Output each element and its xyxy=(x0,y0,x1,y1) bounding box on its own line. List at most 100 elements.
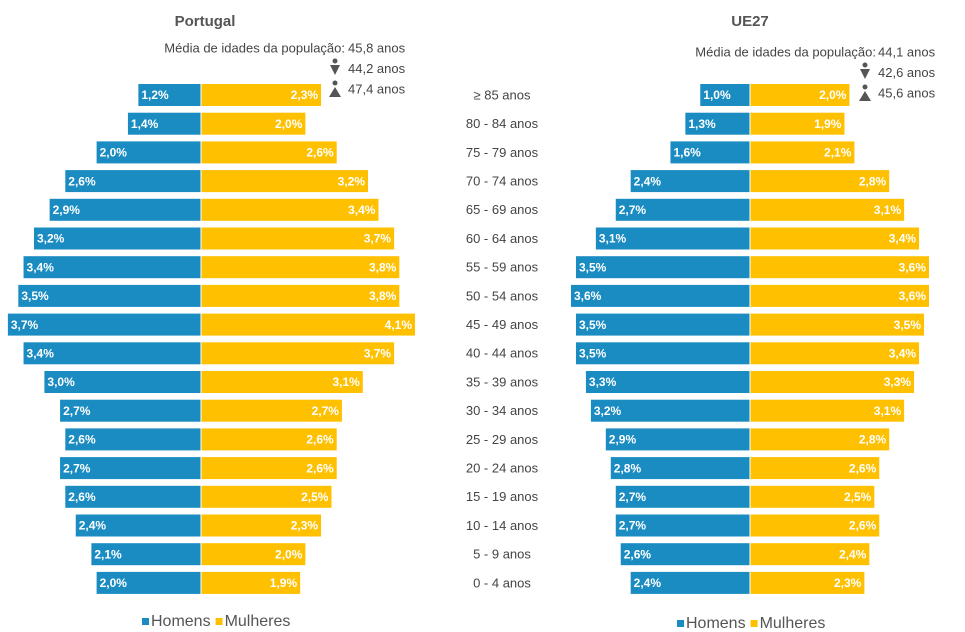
value-label: 3,1% xyxy=(874,404,902,418)
value-label: 3,6% xyxy=(899,289,927,303)
value-label: 2,0% xyxy=(275,547,303,561)
value-label: 3,5% xyxy=(579,346,607,360)
bar-men xyxy=(65,428,201,451)
value-label: 2,7% xyxy=(63,461,91,475)
category-label: ≥ 85 anos xyxy=(473,87,531,102)
bar-men xyxy=(49,198,201,221)
bar-men xyxy=(590,399,750,422)
value-label: 2,4% xyxy=(634,174,662,188)
bar-women xyxy=(201,170,369,193)
mean-age: 45,6 anos xyxy=(878,85,936,100)
value-label: 2,6% xyxy=(849,461,877,475)
value-label: 1,4% xyxy=(131,117,159,131)
value-label: 3,5% xyxy=(21,289,49,303)
male-icon xyxy=(859,84,871,101)
value-label: 2,8% xyxy=(859,174,887,188)
bar-women xyxy=(750,227,920,250)
category-label: 50 - 54 anos xyxy=(466,288,539,303)
value-label: 2,7% xyxy=(312,404,340,418)
bar-women xyxy=(201,399,342,422)
bar-women xyxy=(750,112,845,135)
value-label: 2,1% xyxy=(824,146,852,160)
legend-swatch xyxy=(215,618,223,625)
value-label: 3,8% xyxy=(369,289,397,303)
bar-women xyxy=(750,543,870,566)
bar-women xyxy=(201,198,379,221)
value-label: 3,7% xyxy=(364,232,392,246)
bar-women xyxy=(201,543,306,566)
value-label: 2,0% xyxy=(819,88,847,102)
bar-men xyxy=(7,313,201,336)
value-label: 3,5% xyxy=(579,318,607,332)
category-label: 65 - 69 anos xyxy=(466,202,539,217)
value-label: 1,9% xyxy=(270,576,298,590)
value-label: 2,6% xyxy=(68,433,96,447)
bar-men xyxy=(610,457,750,480)
bar-women xyxy=(201,112,306,135)
bar-men xyxy=(60,457,202,480)
bar-men xyxy=(575,313,750,336)
category-label: 70 - 74 anos xyxy=(466,174,539,189)
bar-women xyxy=(750,514,880,537)
value-label: 3,4% xyxy=(348,203,376,217)
bar-women xyxy=(201,571,301,594)
bar-men xyxy=(585,371,750,393)
bar-men xyxy=(18,284,201,307)
bar-men xyxy=(91,543,201,566)
legend-label: Homens xyxy=(151,613,211,630)
value-label: 2,6% xyxy=(68,490,96,504)
value-label: 2,4% xyxy=(839,547,867,561)
value-label: 1,6% xyxy=(673,146,701,160)
category-label: 0 - 4 anos xyxy=(473,575,531,590)
bar-men xyxy=(60,399,202,422)
mean-age-label: Média de idades da população: xyxy=(164,40,345,55)
bar-men xyxy=(615,514,750,537)
bar-men xyxy=(138,84,201,106)
bar-men xyxy=(620,543,750,566)
bar-men xyxy=(44,371,201,393)
value-label: 2,9% xyxy=(53,203,81,217)
value-label: 2,1% xyxy=(94,547,122,561)
category-label: 20 - 24 anos xyxy=(466,461,539,476)
value-label: 3,2% xyxy=(37,232,65,246)
female-icon xyxy=(330,58,340,75)
bar-women xyxy=(201,342,395,365)
bar-women xyxy=(201,428,337,451)
value-label: 3,1% xyxy=(332,375,360,389)
bar-women xyxy=(201,284,400,307)
mean-age: 47,4 anos xyxy=(348,81,406,96)
category-label: 5 - 9 anos xyxy=(473,547,531,562)
bar-women xyxy=(750,399,905,422)
bar-women xyxy=(201,84,322,106)
value-label: 2,6% xyxy=(68,174,96,188)
category-label: 15 - 19 anos xyxy=(466,489,539,504)
value-label: 3,3% xyxy=(884,375,912,389)
bar-men xyxy=(615,485,750,508)
bar-women xyxy=(750,371,915,393)
bar-women xyxy=(750,428,890,451)
legend-label: Mulheres xyxy=(760,615,826,632)
bar-men xyxy=(575,342,750,365)
value-label: 2,8% xyxy=(859,433,887,447)
value-label: 2,0% xyxy=(100,576,128,590)
category-label: 30 - 34 anos xyxy=(466,403,539,418)
chart-title: UE27 xyxy=(731,13,769,30)
value-label: 2,6% xyxy=(306,461,334,475)
value-label: 2,7% xyxy=(619,203,647,217)
value-label: 3,6% xyxy=(574,289,602,303)
legend-label: Mulheres xyxy=(225,613,291,630)
male-icon xyxy=(329,80,341,97)
bar-women xyxy=(201,371,363,393)
bar-women xyxy=(750,571,865,594)
value-label: 2,6% xyxy=(306,433,334,447)
bar-men xyxy=(575,256,750,279)
value-label: 3,2% xyxy=(338,174,366,188)
mean-age: 45,8 anos xyxy=(348,40,406,55)
value-label: 4,1% xyxy=(385,318,413,332)
bar-men xyxy=(65,170,201,193)
bar-men xyxy=(23,256,201,279)
bar-men xyxy=(65,485,201,508)
value-label: 2,8% xyxy=(614,461,642,475)
value-label: 2,3% xyxy=(834,576,862,590)
value-label: 2,0% xyxy=(275,117,303,131)
